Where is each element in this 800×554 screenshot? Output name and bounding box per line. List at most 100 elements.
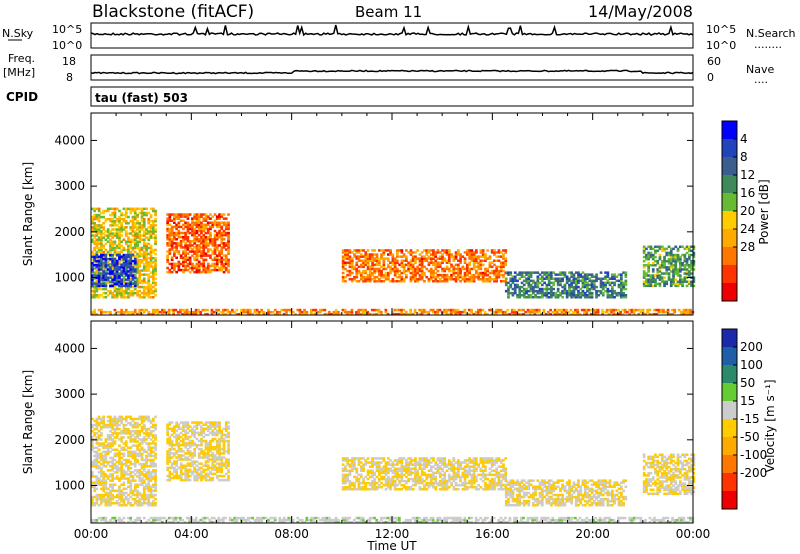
heatmap-cell [418,275,422,279]
heatmap-cell [669,282,673,286]
heatmap-cell [402,263,406,267]
heatmap-cell [149,289,153,293]
heatmap-cell [647,245,650,248]
heatmap-cell [413,310,417,314]
heatmap-cell [466,278,469,281]
heatmap-cell [445,273,449,277]
heatmap-cell [186,258,190,262]
heatmap-cell [195,472,199,476]
heatmap-cell [176,310,180,314]
heatmap-cell [685,247,689,251]
heatmap-cell [100,499,103,503]
heatmap-cell [147,417,151,421]
heatmap-cell [145,250,148,254]
heatmap-cell [129,242,133,246]
heatmap-cell [227,223,230,227]
heatmap-cell [204,441,208,445]
heatmap-cell [556,308,559,312]
heatmap-cell [599,291,603,295]
heatmap-cell [432,269,435,273]
heatmap-cell [396,269,399,273]
heatmap-cell [100,211,103,215]
heatmap-cell [111,427,114,431]
heatmap-cell [511,277,515,280]
heatmap-cell [109,497,112,501]
heatmap-cell [420,263,424,267]
heatmap-cell [373,257,377,260]
heatmap-cell [477,273,480,277]
heatmap-cell [220,474,224,478]
heatmap-cell [133,421,137,425]
heatmap-cell [671,308,674,312]
heatmap-cell [683,253,687,257]
heatmap-cell [95,499,99,503]
heatmap-cell [218,221,221,224]
heatmap-cell [93,308,96,312]
heatmap-cell [220,262,224,266]
heatmap-cell [109,456,112,460]
heatmap-cell [109,430,112,433]
heatmap-cell [429,253,433,256]
heatmap-cell [672,268,675,271]
heatmap-cell [402,312,406,316]
heatmap-cell [393,280,397,283]
heatmap-cell [447,253,451,256]
heatmap-cell [382,259,386,262]
heatmap-cell [149,285,153,289]
heatmap-cell [615,294,619,297]
heatmap-cell [479,255,483,258]
heatmap-cell [170,233,174,237]
heatmap-cell [368,312,372,316]
heatmap-cell [129,226,133,229]
heatmap-cell [468,308,471,312]
heatmap-cell [220,227,224,231]
heatmap-cell [630,310,634,314]
heatmap-cell [124,268,128,271]
heatmap-cell [559,291,562,295]
heatmap-cell [200,254,203,257]
heatmap-cell [102,236,105,239]
heatmap-cell [109,446,112,449]
heatmap-cell [366,261,370,264]
heatmap-cell [170,466,174,470]
heatmap-cell [472,275,476,279]
heatmap-cell [642,251,646,255]
heatmap-cell [93,485,96,488]
heatmap-cell [140,415,144,419]
heatmap-cell [592,281,596,285]
heatmap-cell [113,252,117,256]
heatmap-cell [173,474,176,478]
heatmap-cell [617,291,621,295]
heatmap-cell [133,240,137,243]
heatmap-cell [200,472,203,476]
heatmap-cell [515,310,519,314]
heatmap-cell [527,277,531,280]
heatmap-cell [382,265,386,269]
heatmap-cell [452,265,456,269]
heatmap-cell [186,474,190,478]
heatmap-cell [91,481,94,484]
heatmap-cell [409,278,413,281]
heatmap-cell [131,207,135,211]
heatmap-cell [599,277,603,280]
heatmap-cell [142,219,146,223]
heatmap-cell [468,278,471,281]
heatmap-cell [420,261,424,264]
heatmap-cell [209,231,212,235]
heatmap-cell [191,250,194,253]
heatmap-cell [91,222,94,225]
heatmap-cell [131,222,135,225]
heatmap-cell [102,442,105,445]
heatmap-cell [100,454,103,458]
heatmap-cell [536,296,540,299]
heatmap-cell [133,487,137,491]
heatmap-cell [348,271,352,275]
heatmap-cell [683,255,687,259]
heatmap-cell [402,278,406,281]
heatmap-cell [222,452,226,455]
heatmap-cell [565,289,569,293]
heatmap-cell [111,438,114,441]
nsearch-tick-top: 10^5 [706,23,736,36]
heatmap-cell [115,228,119,231]
heatmap-cell [93,294,96,297]
